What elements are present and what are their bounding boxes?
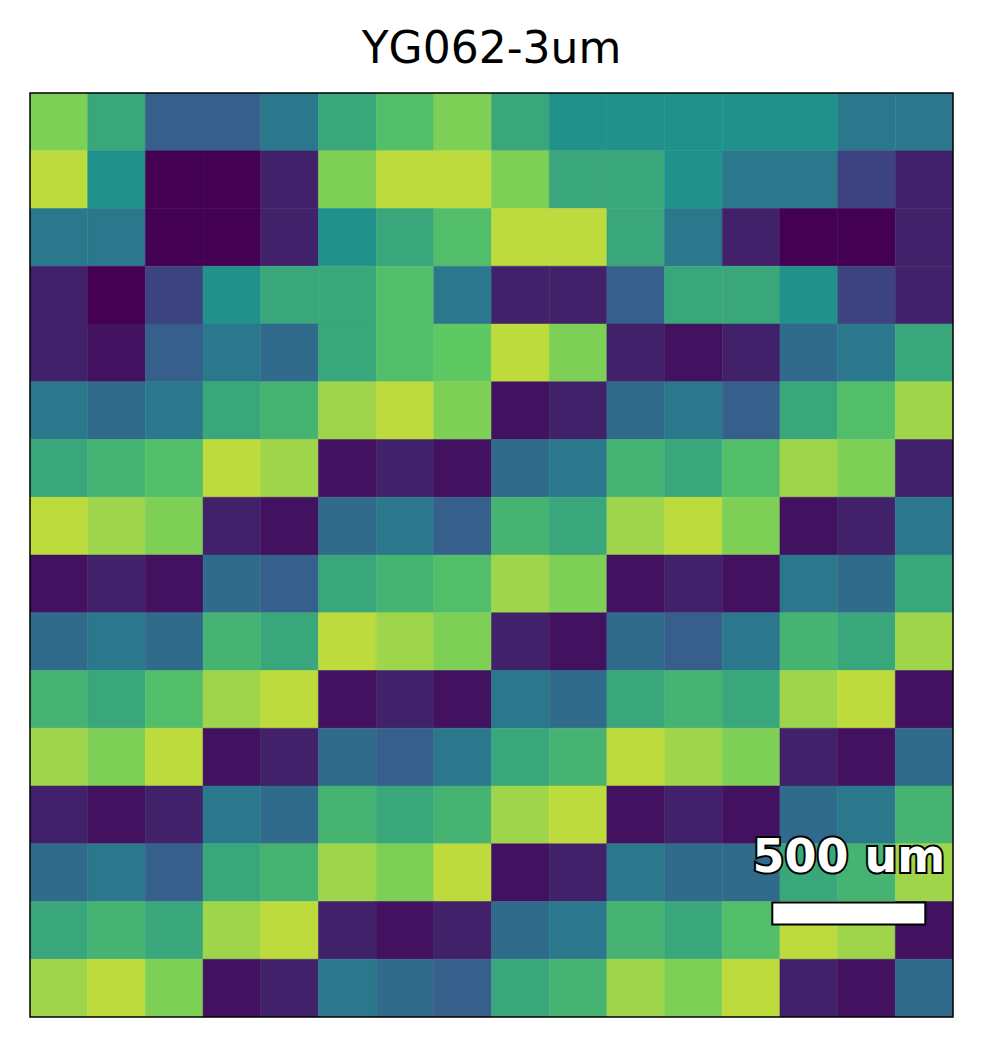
- svg-text:500 um: 500 um: [752, 829, 945, 883]
- html-text:YG062-3um: YG062-3um: [361, 22, 622, 73]
